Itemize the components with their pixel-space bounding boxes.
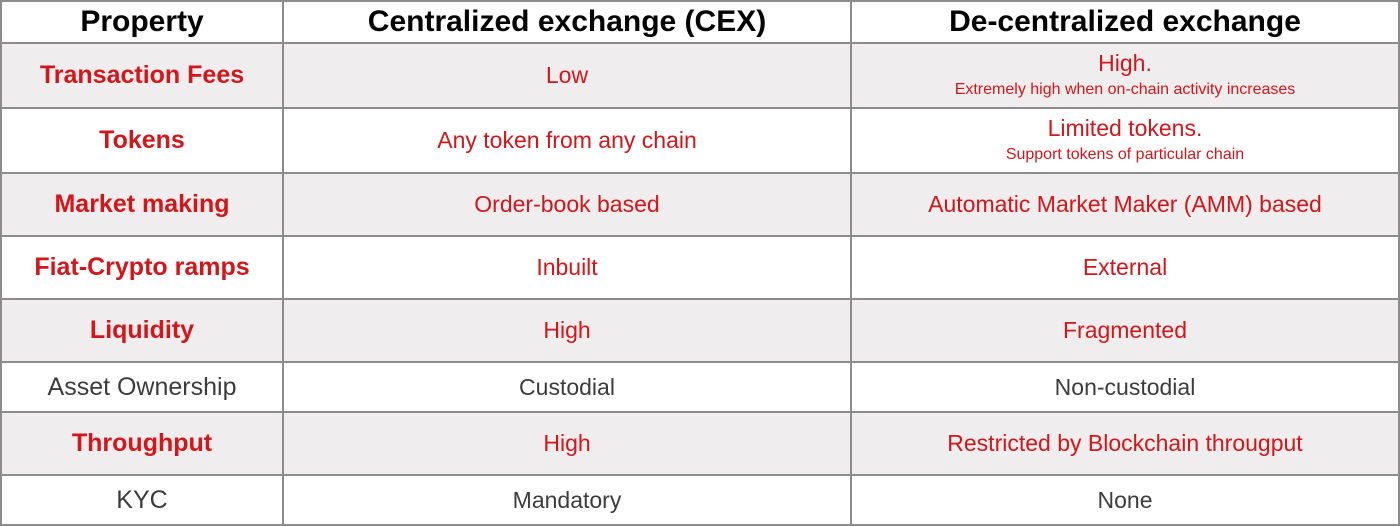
table-row-fiat-crypto-ramps: Fiat-Crypto ramps Inbuilt External — [0, 235, 1400, 300]
table-row-transaction-fees: Transaction Fees Low High. Extremely hig… — [0, 42, 1400, 109]
table-row-liquidity: Liquidity High Fragmented — [0, 298, 1400, 363]
row-property: Throughput — [0, 411, 284, 476]
table-row-asset-ownership: Asset Ownership Custodial Non-custodial — [0, 361, 1400, 413]
table-header-row: Property Centralized exchange (CEX) De-c… — [0, 0, 1400, 44]
header-dex: De-centralized exchange — [850, 0, 1400, 44]
header-property: Property — [0, 0, 284, 44]
row-dex-note: Support tokens of particular chain — [1005, 146, 1245, 164]
row-cex-value: High — [282, 298, 852, 363]
row-cex-value: Any token from any chain — [282, 107, 852, 174]
row-dex-value: Fragmented — [850, 298, 1400, 363]
row-cex-value: Inbuilt — [282, 235, 852, 300]
row-property: KYC — [0, 474, 284, 526]
row-dex-note: Extremely high when on-chain activity in… — [954, 81, 1296, 99]
table-row-market-making: Market making Order-book based Automatic… — [0, 172, 1400, 237]
table-row-throughput: Throughput High Restricted by Blockchain… — [0, 411, 1400, 476]
table-row-tokens: Tokens Any token from any chain Limited … — [0, 107, 1400, 174]
row-cex-value: High — [282, 411, 852, 476]
row-property: Market making — [0, 172, 284, 237]
row-cex-value: Custodial — [282, 361, 852, 413]
row-dex-cell: High. Extremely high when on-chain activ… — [850, 42, 1400, 109]
row-dex-value: Non-custodial — [850, 361, 1400, 413]
row-property: Liquidity — [0, 298, 284, 363]
row-dex-value: Restricted by Blockchain througput — [850, 411, 1400, 476]
row-cex-value: Mandatory — [282, 474, 852, 526]
table-row-kyc: KYC Mandatory None — [0, 474, 1400, 526]
row-property: Asset Ownership — [0, 361, 284, 413]
row-dex-value: None — [850, 474, 1400, 526]
row-dex-value: Limited tokens. — [1047, 114, 1203, 141]
row-dex-value: High. — [1098, 49, 1152, 76]
row-property: Transaction Fees — [0, 42, 284, 109]
row-dex-cell: Limited tokens. Support tokens of partic… — [850, 107, 1400, 174]
row-property: Tokens — [0, 107, 284, 174]
row-cex-value: Low — [282, 42, 852, 109]
row-cex-value: Order-book based — [282, 172, 852, 237]
row-dex-value: Automatic Market Maker (AMM) based — [850, 172, 1400, 237]
header-cex: Centralized exchange (CEX) — [282, 0, 852, 44]
row-property: Fiat-Crypto ramps — [0, 235, 284, 300]
row-dex-value: External — [850, 235, 1400, 300]
